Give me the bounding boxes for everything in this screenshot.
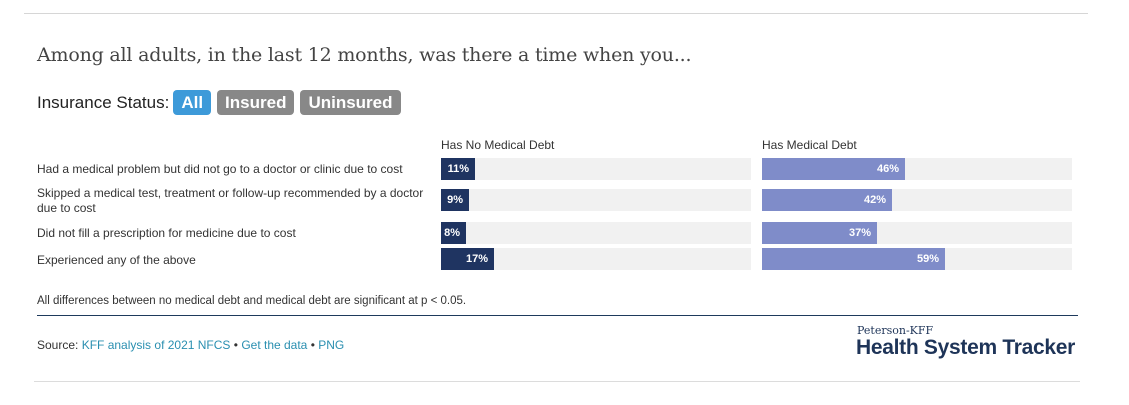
separator: • [307,338,319,352]
source-link[interactable]: KFF analysis of 2021 NFCS [81,338,231,352]
bar-track: 37% [762,222,1072,244]
separator: • [230,338,242,352]
insurance-status-filter: Insurance Status: All Insured Uninsured [37,90,407,115]
category-label: Did not fill a prescription for medicine… [37,226,296,240]
bar[interactable] [762,222,877,244]
bottom-rule [34,381,1080,382]
source-prefix: Source: [37,338,82,352]
bar-track: 42% [762,189,1072,211]
bar-track: 9% [441,189,751,211]
logo-health-system-tracker: Health System Tracker [856,336,1075,359]
bar-track: 59% [762,248,1072,270]
category-label: Skipped a medical test, treatment or fol… [37,186,424,215]
bar[interactable] [441,189,469,211]
significance-note: All differences between no medical debt … [37,295,467,307]
logo-peterson-kff: Peterson-KFF [857,324,934,337]
column-header-no-debt: Has No Medical Debt [441,138,555,152]
category-label: Experienced any of the above [37,253,196,267]
bar[interactable] [762,158,905,180]
bar-value-label: 42% [863,194,886,206]
bar-value-label: 9% [447,194,463,206]
bar-track: 8% [441,222,751,244]
bar-track: 17% [441,248,751,270]
bar[interactable] [441,248,494,270]
bar-value-label: 17% [465,253,488,265]
bar[interactable] [441,222,466,244]
footer-divider [37,315,1078,316]
source-line: Source: KFF analysis of 2021 NFCS • Get … [37,338,344,352]
bar-track: 46% [762,158,1072,180]
bar-track: 11% [441,158,751,180]
top-rule [24,13,1088,14]
bar-value-label: 11% [447,163,469,175]
filter-insured-button[interactable]: Insured [217,90,295,115]
bar[interactable] [762,248,945,270]
bar[interactable] [762,189,892,211]
png-link[interactable]: PNG [318,338,345,352]
bar-value-label: 8% [444,227,460,239]
column-header-debt: Has Medical Debt [762,138,857,152]
category-label: Had a medical problem but did not go to … [37,162,403,176]
filter-label: Insurance Status: [37,92,170,112]
filter-uninsured-button[interactable]: Uninsured [300,90,401,115]
bar-value-label: 37% [848,227,871,239]
chart-title: Among all adults, in the last 12 months,… [37,44,692,66]
filter-all-button[interactable]: All [173,90,212,115]
bar-value-label: 59% [916,253,939,265]
bar-value-label: 46% [876,163,899,175]
get-the-data-link[interactable]: Get the data [241,338,308,352]
bar[interactable] [441,158,475,180]
